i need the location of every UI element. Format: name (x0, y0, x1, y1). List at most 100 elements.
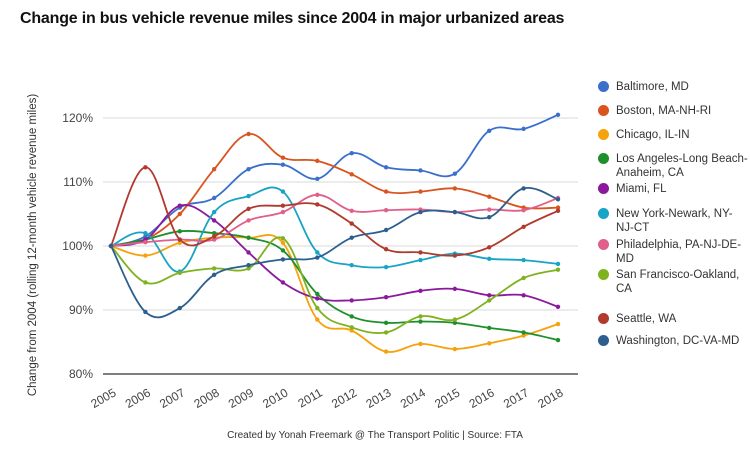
data-point (246, 266, 251, 271)
data-point (280, 209, 286, 215)
y-tick-label: 120% (62, 111, 93, 125)
legend-label: Washington, DC-VA-MD (616, 335, 740, 347)
legend-marker (598, 208, 609, 219)
series-line-3 (110, 230, 559, 341)
x-tick-label: 2015 (432, 385, 462, 411)
y-axis-label: Change from 2004 (rolling 12-month vehic… (27, 94, 39, 397)
data-point (452, 209, 458, 215)
series-line-6 (110, 193, 559, 247)
legend-item: Los Angeles-Long Beach-Anaheim, CA (598, 152, 748, 180)
data-point (246, 167, 251, 172)
chart-title: Change in bus vehicle revenue miles sinc… (20, 10, 565, 27)
legend-label: Baltimore, MD (616, 81, 689, 93)
data-point (143, 234, 148, 239)
data-point (487, 256, 492, 261)
legend-marker (598, 313, 609, 324)
data-point (555, 304, 561, 309)
legend-item: Boston, MA-NH-RI (598, 104, 711, 118)
data-point (143, 239, 148, 245)
legend-item: Baltimore, MD (598, 80, 689, 94)
x-tick-labels: 2005 2006 2007 2008 2009 2010 2011 2012 2013 2014… (88, 385, 565, 411)
data-point (521, 207, 526, 213)
legend-label: Los Angeles-Long Beach-Anaheim, CA (616, 153, 748, 179)
data-point (418, 341, 423, 347)
data-point (555, 267, 561, 272)
x-tick-label: 2006 (123, 385, 153, 411)
data-point (521, 257, 526, 263)
legend-item: Seattle, WA (598, 312, 676, 326)
data-point (383, 247, 389, 252)
data-point (487, 207, 492, 212)
data-point (418, 288, 423, 293)
data-point (349, 221, 354, 226)
data-point (555, 197, 561, 202)
legend-label: Miami, FL (616, 183, 667, 195)
data-point (246, 263, 251, 268)
data-point (555, 261, 561, 267)
x-tick-label: 2013 (363, 385, 393, 411)
data-point (521, 275, 526, 281)
data-point (349, 263, 354, 268)
y-tick-label: 90% (69, 303, 93, 317)
data-point (177, 240, 182, 245)
data-point (383, 207, 389, 213)
x-tick-label: 2017 (501, 385, 531, 411)
data-point (349, 235, 354, 240)
data-point (452, 186, 458, 191)
data-point (487, 128, 492, 133)
data-point (177, 305, 182, 311)
data-point (452, 320, 458, 325)
x-tick-label: 2018 (535, 385, 565, 411)
legend-label: Boston, MA-NH-RI (616, 105, 712, 117)
data-point (246, 218, 251, 223)
x-tick-label: 2011 (295, 385, 325, 410)
data-point (177, 211, 182, 217)
data-point (246, 131, 251, 137)
series-line-1 (110, 133, 559, 247)
data-point (349, 172, 354, 177)
x-tick-label: 2007 (157, 385, 187, 411)
series-lines (110, 113, 559, 353)
data-point (487, 293, 492, 298)
series-line-0 (110, 113, 559, 247)
data-point (315, 291, 320, 297)
legend-marker (598, 81, 609, 92)
data-point (418, 314, 423, 319)
data-point (315, 158, 320, 164)
data-point (487, 215, 492, 220)
data-point (487, 245, 492, 250)
data-point (418, 319, 423, 324)
data-point (349, 328, 354, 333)
data-point (315, 296, 320, 301)
data-point (280, 189, 286, 194)
data-point (246, 193, 251, 199)
data-point (315, 176, 320, 181)
series-points (108, 112, 561, 354)
data-point (211, 209, 217, 215)
data-point (418, 257, 423, 263)
data-point (143, 165, 148, 170)
data-point (246, 235, 251, 240)
data-point (487, 325, 492, 331)
data-point (487, 194, 492, 199)
legend-label: Seattle, WA (616, 313, 677, 325)
legend-label: Philadelphia, PA-NJ-DE-MD (616, 239, 742, 265)
legend-item: New York-Newark, NY-NJ-CT (598, 207, 748, 235)
data-point (315, 250, 320, 255)
legend-marker (598, 129, 609, 140)
data-point (280, 155, 286, 160)
chart-credit: Created by Yonah Freemark @ The Transpor… (227, 430, 523, 441)
legend-marker (598, 153, 609, 164)
data-point (383, 227, 389, 233)
data-point (177, 237, 182, 242)
data-point (143, 253, 148, 258)
data-point (143, 280, 148, 285)
data-point (383, 189, 389, 194)
data-point (349, 151, 354, 156)
legend-marker (598, 105, 609, 116)
data-point (418, 209, 423, 215)
data-point (418, 250, 423, 255)
x-tick-label: 2012 (329, 385, 359, 411)
data-point (418, 189, 423, 194)
y-tick-label: 110% (63, 175, 93, 189)
